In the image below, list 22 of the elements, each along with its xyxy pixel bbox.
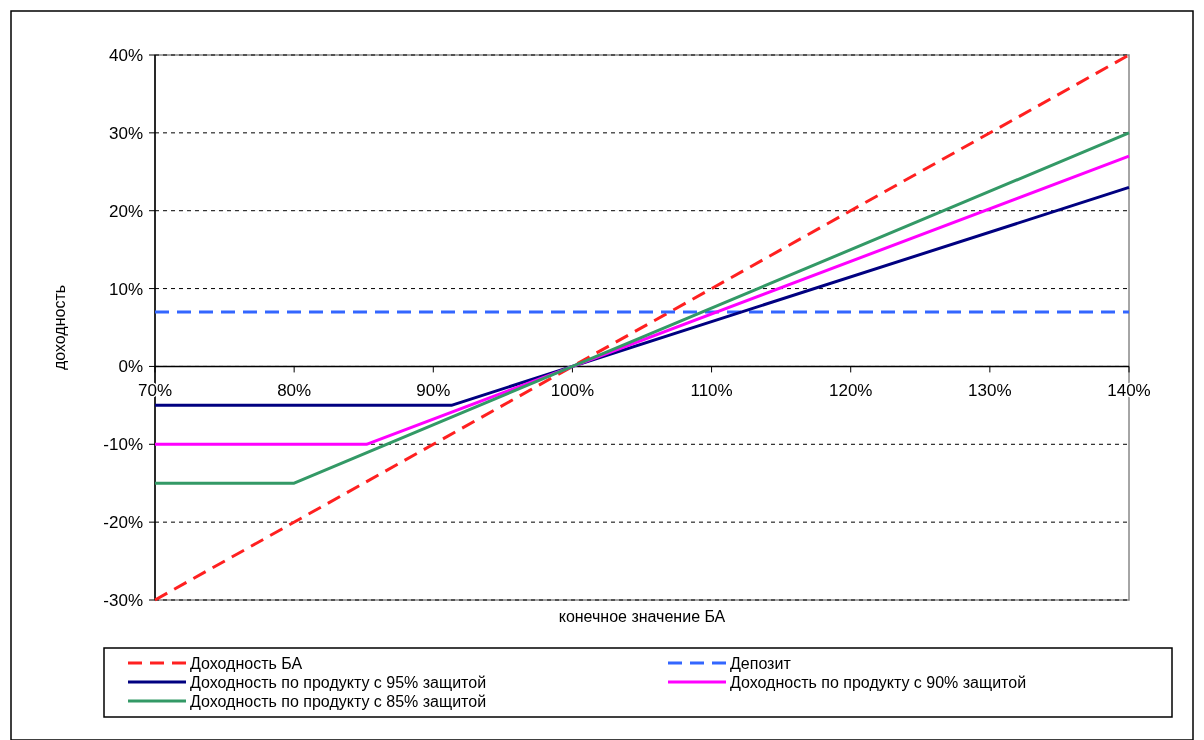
- x-axis-title: конечное значение БА: [558, 608, 726, 625]
- y-tick-label: 20%: [108, 201, 143, 221]
- x-tick-label: 130%: [968, 381, 1012, 401]
- x-tick-label: 140%: [1107, 381, 1151, 401]
- y-tick-label: 0%: [118, 357, 143, 377]
- x-tick-label: 100%: [550, 381, 595, 401]
- legend-label: Доходность БА: [190, 654, 303, 672]
- y-tick-label: 30%: [108, 123, 143, 143]
- legend-label: Депозит: [730, 654, 792, 672]
- y-tick-label: -30%: [103, 590, 143, 610]
- y-tick-label: 40%: [108, 45, 143, 65]
- y-tick-label: 10%: [108, 279, 143, 299]
- legend-label: Доходность по продукту с 90% защитой: [730, 673, 1027, 691]
- y-tick-label: -10%: [103, 435, 143, 455]
- legend-label: Доходность по продукту с 95% защитой: [190, 673, 487, 691]
- y-axis-title: доходность: [51, 284, 68, 371]
- legend-label: Доходность по продукту с 85% защитой: [190, 692, 487, 710]
- x-tick-label: 120%: [828, 381, 873, 401]
- x-tick-label: 80%: [277, 381, 312, 401]
- x-tick-label: 110%: [690, 381, 733, 401]
- y-tick-label: -20%: [103, 513, 143, 533]
- x-tick-label: 90%: [416, 381, 451, 401]
